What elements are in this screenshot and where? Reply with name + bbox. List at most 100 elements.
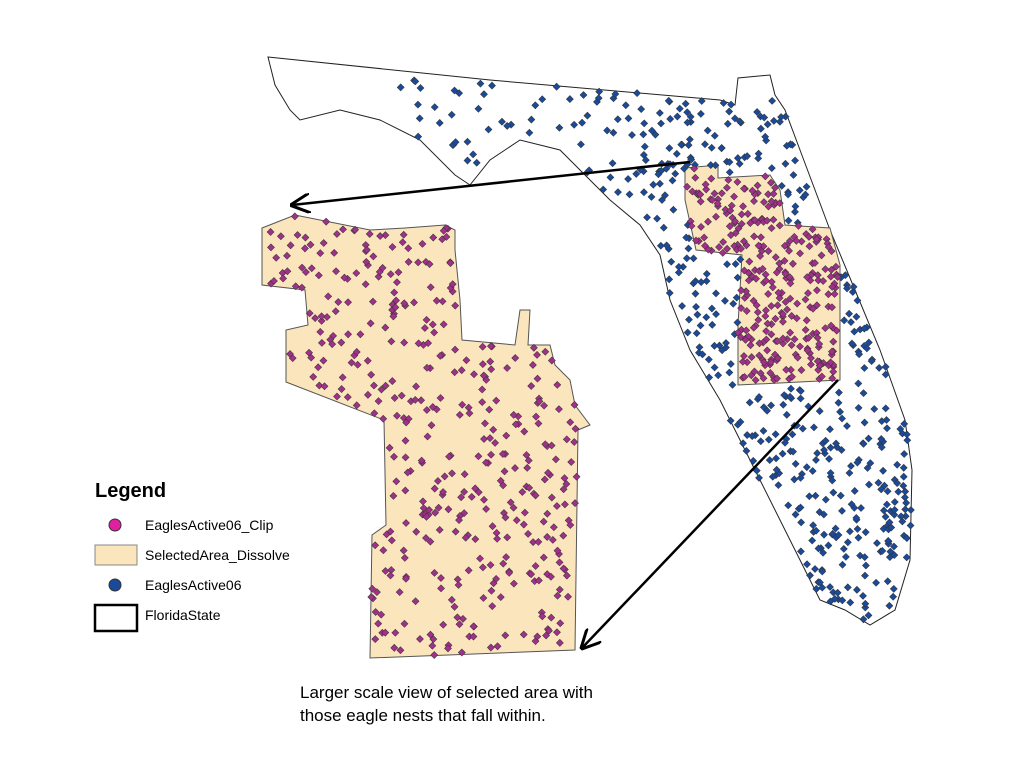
nest-point: [746, 341, 755, 350]
nest-point: [555, 123, 564, 132]
nest-point: [387, 566, 396, 574]
nest-point: [781, 438, 789, 447]
nest-point: [821, 436, 830, 445]
nest-point: [877, 435, 886, 443]
nest-point: [374, 397, 383, 406]
nest-point: [860, 364, 869, 372]
nest-point: [540, 475, 549, 484]
nest-point: [812, 585, 821, 593]
nest-point: [402, 519, 410, 527]
nest-point: [543, 533, 552, 541]
nest-point: [392, 296, 400, 305]
nest-point: [633, 89, 641, 97]
nest-point: [445, 452, 453, 461]
nest-point: [572, 472, 581, 481]
nest-point: [352, 401, 361, 410]
nest-point: [400, 619, 409, 628]
nest-point: [624, 114, 633, 123]
nest-point: [411, 395, 420, 404]
nest-point: [541, 347, 550, 356]
nest-point: [702, 270, 711, 278]
nest-point: [440, 472, 449, 481]
nest-point: [737, 304, 746, 313]
nest-point: [665, 275, 674, 284]
nest-point: [833, 273, 842, 281]
nest-point: [402, 574, 410, 583]
nest-point: [378, 264, 387, 272]
nest-point: [725, 222, 734, 231]
nest-point: [462, 356, 471, 365]
nest-point: [457, 648, 466, 657]
nest-point: [879, 466, 887, 475]
nest-point: [662, 241, 671, 250]
nest-point: [697, 278, 706, 287]
nest-point: [748, 432, 757, 440]
nest-point: [396, 646, 405, 655]
nest-point: [511, 354, 520, 362]
nest-point: [899, 463, 908, 472]
nest-point: [460, 488, 469, 496]
nest-point: [717, 189, 726, 198]
nest-point: [770, 116, 778, 125]
nest-point: [675, 104, 684, 113]
nest-point: [567, 458, 576, 466]
nest-point: [351, 225, 359, 234]
nest-point: [417, 456, 426, 465]
nest-point: [791, 207, 799, 216]
nest-point: [298, 283, 306, 292]
nest-point: [792, 237, 801, 245]
nest-point: [753, 108, 761, 116]
nest-point: [539, 517, 548, 526]
nest-point: [388, 243, 397, 251]
nest-point: [819, 510, 828, 519]
nest-point: [399, 230, 408, 239]
nest-point: [560, 474, 569, 482]
nest-point: [683, 108, 692, 117]
nest-point: [439, 226, 448, 235]
nest-point: [732, 293, 741, 302]
nest-point: [815, 407, 824, 415]
nest-point: [562, 480, 571, 488]
nest-point: [379, 414, 388, 423]
nest-point: [339, 225, 347, 234]
nest-point: [570, 120, 579, 129]
nest-point: [331, 307, 340, 316]
nest-point: [759, 426, 768, 435]
nest-point: [801, 295, 810, 304]
nest-point: [665, 144, 674, 153]
nest-point: [854, 533, 863, 542]
nest-point: [656, 241, 665, 250]
nest-point: [538, 612, 547, 621]
nest-point: [428, 403, 437, 411]
nest-point: [811, 259, 819, 267]
nest-point: [782, 365, 791, 374]
nest-point: [488, 602, 497, 611]
nest-point: [367, 593, 376, 601]
nest-point: [787, 384, 795, 393]
nest-point: [476, 554, 484, 563]
nest-point: [458, 400, 467, 409]
nest-point: [333, 230, 341, 238]
nest-point: [859, 389, 868, 398]
nest-point: [524, 529, 532, 538]
nest-point: [711, 161, 720, 170]
nest-point: [710, 131, 719, 140]
nest-point: [381, 628, 390, 637]
nest-point: [484, 125, 493, 134]
nest-point: [881, 512, 890, 521]
nest-point: [754, 316, 763, 324]
nest-point: [391, 628, 400, 637]
nest-point: [376, 232, 385, 240]
nest-point: [798, 424, 807, 433]
nest-point: [305, 348, 313, 357]
nest-point: [489, 425, 498, 434]
nest-point: [790, 335, 799, 344]
nest-point: [672, 149, 681, 158]
nest-point: [788, 430, 797, 439]
nest-point: [500, 467, 509, 476]
nest-point: [547, 441, 556, 450]
nest-point: [829, 488, 838, 497]
nest-point: [736, 417, 745, 426]
nest-point: [283, 267, 292, 276]
nest-point: [388, 377, 397, 385]
